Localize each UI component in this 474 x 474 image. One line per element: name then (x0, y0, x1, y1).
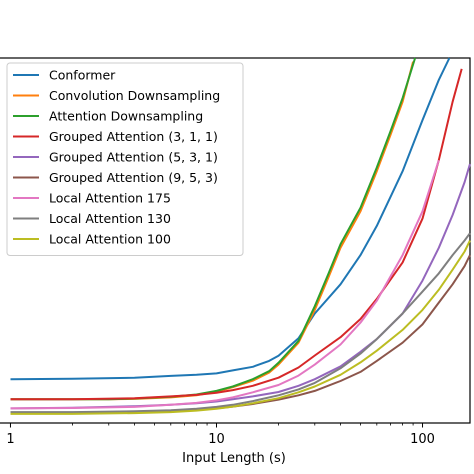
series-line-4 (10, 68, 463, 401)
x-tick-label: 10 (208, 432, 225, 447)
legend-label: Convolution Downsampling (49, 88, 220, 103)
series-line-1 (10, 57, 451, 381)
legend-label: Attention Downsampling (49, 109, 203, 124)
legend-label: Grouped Attention (9, 5, 3) (49, 170, 218, 185)
legend-label: Grouped Attention (5, 3, 1) (49, 150, 218, 165)
series-lines (10, 57, 471, 415)
series-line-9 (10, 240, 471, 415)
legend-label: Local Attention 100 (49, 232, 171, 247)
series-line-7 (10, 159, 440, 410)
x-axis-label: Input Length (s) (182, 451, 286, 466)
legend-box (6, 62, 244, 256)
legend-label: Conformer (49, 68, 116, 83)
x-tick-label: 100 (410, 432, 435, 447)
x-axis-ticks: 1 10 100 (6, 423, 435, 447)
legend-label: Grouped Attention (3, 1, 1) (49, 129, 218, 144)
x-tick-label: 1 (6, 432, 14, 447)
legend-label: Local Attention 130 (49, 211, 171, 226)
legend: Conformer Convolution Downsampling Attenti… (6, 62, 244, 256)
legend-label: Local Attention 175 (49, 191, 171, 206)
series-line-8 (10, 232, 471, 414)
